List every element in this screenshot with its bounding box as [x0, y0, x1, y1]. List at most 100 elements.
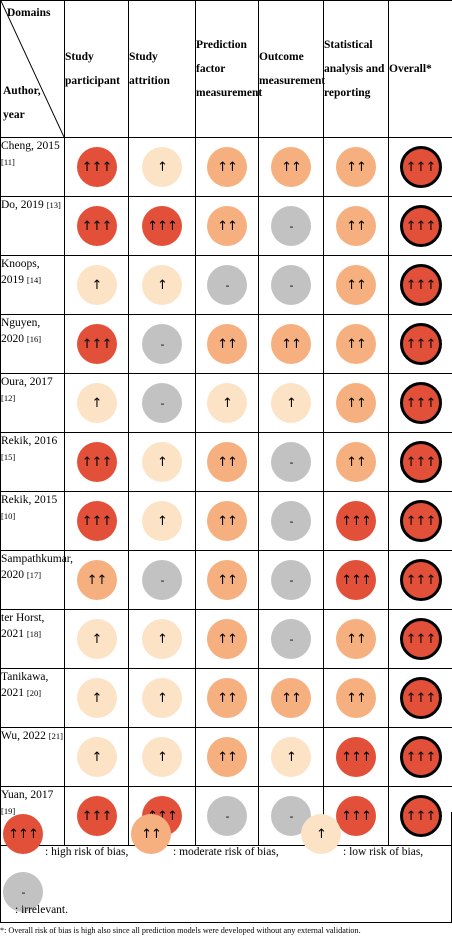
- risk-low-marker: ↑: [142, 265, 182, 305]
- author-name: Wu, 2022: [1, 730, 46, 742]
- author-name: ter Horst, 2021: [1, 612, 45, 640]
- rating-cell: ↑↑↑: [388, 432, 452, 492]
- table-row: Do, 2019 [13] ↑↑↑ ↑↑↑ ↑↑ - ↑↑ ↑↑↑: [0, 196, 452, 256]
- risk-mod-marker: ↑↑: [207, 501, 247, 541]
- risk-irr-marker: -: [271, 442, 311, 482]
- year-label: year: [3, 109, 25, 121]
- risk-low-marker: ↑: [271, 383, 311, 423]
- risk-high-marker: ↑↑↑: [399, 264, 442, 306]
- author-name: Rekik, 2016: [1, 435, 58, 447]
- risk-low-marker: ↑: [142, 678, 182, 718]
- reference-number: [12]: [1, 393, 16, 403]
- rating-cell: ↑↑: [258, 668, 324, 728]
- footnote: *: Overall risk of bias is high also sin…: [0, 926, 361, 935]
- rating-cell: -: [195, 786, 259, 846]
- rating-cell: ↑↑↑: [388, 668, 452, 728]
- risk-mod-marker: ↑↑: [271, 324, 311, 364]
- diagonal-divider: [1, 1, 64, 137]
- rating-cell: ↑↑: [195, 314, 259, 374]
- risk-irr-marker: -: [142, 383, 182, 423]
- rating-cell: ↑: [64, 668, 129, 728]
- table-row: Rekik, 2015 [10] ↑↑↑ ↑ ↑↑ - ↑↑↑ ↑↑↑: [0, 491, 452, 551]
- risk-high-marker: ↑↑↑: [399, 205, 442, 247]
- risk-irr-marker: -: [271, 206, 311, 246]
- legend: ↑↑↑ : high risk of bias, ↑↑ : moderate r…: [0, 812, 452, 923]
- rating-cell: ↑↑: [195, 137, 259, 197]
- risk-low-marker: ↑: [142, 147, 182, 187]
- rating-cell: ↑: [64, 373, 129, 433]
- legend-high-text: : high risk of bias,: [45, 846, 129, 858]
- risk-high-marker: ↑↑↑: [76, 206, 117, 246]
- rating-cell: ↑: [128, 727, 196, 787]
- rating-cell: ↑: [128, 491, 196, 551]
- table-row: Rekik, 2016 [15] ↑↑↑ ↑ ↑↑ - ↑↑ ↑↑↑: [0, 432, 452, 492]
- table-row: Tanikawa, 2021 [20] ↑ ↑ ↑↑ ↑↑ ↑↑ ↑↑↑: [0, 668, 452, 728]
- risk-irr-marker: -: [142, 560, 182, 600]
- author-name: Rekik, 2015: [1, 494, 58, 506]
- table-row: Cheng, 2015 [11] ↑↑↑ ↑ ↑↑ ↑↑ ↑↑ ↑↑↑: [0, 137, 452, 197]
- author-year-cell: Rekik, 2015 [10]: [0, 491, 65, 551]
- rating-cell: -: [258, 491, 324, 551]
- risk-mod-marker: ↑↑: [336, 383, 376, 423]
- author-year-label: Author, year: [3, 79, 41, 127]
- author-year-cell: Oura, 2017 [12]: [0, 373, 65, 433]
- risk-mod-marker: ↑↑: [207, 737, 247, 777]
- table-row: Wu, 2022 [21] ↑ ↑ ↑↑ ↑ ↑↑↑ ↑↑↑: [0, 727, 452, 787]
- risk-mod-marker: ↑↑: [271, 678, 311, 718]
- author-year-cell: Nguyen, 2020 [16]: [0, 314, 65, 374]
- risk-mod-marker: ↑↑: [76, 560, 117, 600]
- author-year-cell: Rekik, 2016 [15]: [0, 432, 65, 492]
- rating-cell: ↑: [64, 255, 129, 315]
- risk-low-marker: ↑: [142, 442, 182, 482]
- table-row: ter Horst, 2021 [18] ↑ ↑ ↑↑ - ↑↑ ↑↑↑: [0, 609, 452, 669]
- risk-mod-marker: ↑↑: [207, 147, 247, 187]
- rating-cell: -: [258, 255, 324, 315]
- risk-mod-marker: ↑↑: [207, 678, 247, 718]
- risk-high-marker: ↑↑↑: [76, 442, 117, 482]
- risk-high-marker: ↑↑↑: [336, 796, 376, 836]
- risk-mod-marker: ↑↑: [207, 206, 247, 246]
- table-row: Knoops, 2019 [14] ↑ ↑ - - ↑↑ ↑↑↑: [0, 255, 452, 315]
- rating-cell: ↑↑: [195, 550, 259, 610]
- rating-cell: ↑↑↑: [323, 727, 389, 787]
- reference-number: [15]: [1, 452, 16, 462]
- risk-low-marker: ↑: [142, 619, 182, 659]
- risk-mod-marker: ↑↑: [207, 619, 247, 659]
- rating-cell: ↑: [258, 727, 324, 787]
- rating-cell: ↑↑: [323, 609, 389, 669]
- reference-number: [14]: [26, 275, 42, 285]
- domains-label: Domains: [7, 7, 51, 19]
- risk-low-marker: ↑: [207, 383, 247, 423]
- author-year-cell: Cheng, 2015 [11]: [0, 137, 65, 197]
- author-name: Do, 2019: [1, 199, 44, 211]
- risk-mod-marker: ↑↑: [336, 678, 376, 718]
- risk-high-marker: ↑↑↑: [399, 677, 442, 719]
- rating-cell: ↑↑↑: [388, 137, 452, 197]
- risk-high-marker: ↑↑↑: [336, 560, 376, 600]
- author-name: Sampathkumar, 2020: [1, 553, 74, 581]
- column-header-outcome: Outcome measurement: [258, 0, 325, 138]
- rating-cell: -: [258, 550, 324, 610]
- rating-cell: ↑↑↑: [388, 727, 452, 787]
- rating-cell: ↑↑↑: [388, 255, 452, 315]
- rating-cell: ↑↑↑: [388, 373, 452, 433]
- risk-irr-marker: -: [142, 324, 182, 364]
- rating-cell: ↑↑↑: [388, 314, 452, 374]
- risk-mod-marker: ↑↑: [336, 147, 376, 187]
- risk-mod-marker: ↑↑: [207, 560, 247, 600]
- reference-number: [18]: [26, 629, 42, 639]
- risk-high-marker: ↑↑↑: [399, 795, 442, 837]
- risk-low-marker: ↑: [142, 737, 182, 777]
- rating-cell: ↑↑↑: [64, 196, 129, 256]
- rating-cell: ↑↑: [323, 432, 389, 492]
- rating-cell: ↑↑↑: [64, 432, 129, 492]
- risk-mod-marker: ↑↑: [207, 324, 247, 364]
- rating-cell: ↑↑: [323, 314, 389, 374]
- rating-cell: ↑↑: [195, 491, 259, 551]
- column-header-study-participant: Study participant: [64, 0, 129, 138]
- rating-cell: ↑: [128, 255, 196, 315]
- reference-number: [16]: [26, 334, 42, 344]
- rating-cell: ↑: [128, 432, 196, 492]
- rating-cell: ↑↑: [323, 196, 389, 256]
- author-year-cell: Wu, 2022 [21]: [0, 727, 65, 787]
